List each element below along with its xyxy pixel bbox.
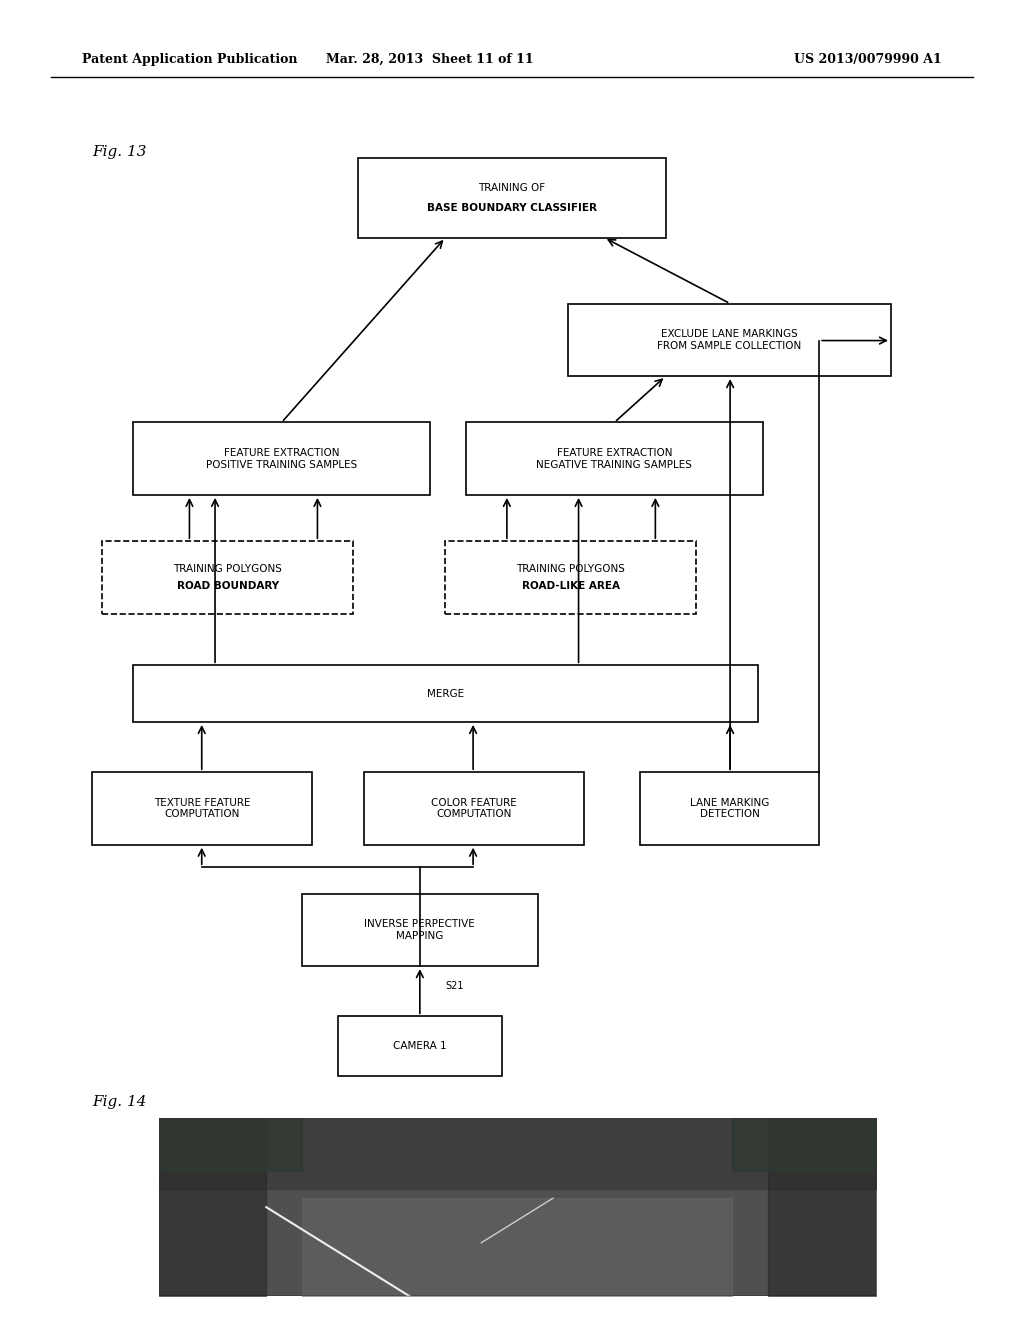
Text: BASE BOUNDARY CLASSIFIER: BASE BOUNDARY CLASSIFIER bbox=[427, 202, 597, 213]
FancyBboxPatch shape bbox=[364, 772, 584, 845]
FancyBboxPatch shape bbox=[338, 1016, 502, 1076]
FancyBboxPatch shape bbox=[568, 304, 891, 376]
Text: ROAD-LIKE AREA: ROAD-LIKE AREA bbox=[522, 581, 620, 591]
Text: MERGE: MERGE bbox=[427, 689, 464, 698]
Text: US 2013/0079990 A1: US 2013/0079990 A1 bbox=[795, 53, 942, 66]
Text: TRAINING POLYGONS: TRAINING POLYGONS bbox=[516, 564, 626, 574]
FancyBboxPatch shape bbox=[92, 772, 312, 845]
Text: FEATURE EXTRACTION
NEGATIVE TRAINING SAMPLES: FEATURE EXTRACTION NEGATIVE TRAINING SAM… bbox=[537, 447, 692, 470]
Text: Mar. 28, 2013  Sheet 11 of 11: Mar. 28, 2013 Sheet 11 of 11 bbox=[327, 53, 534, 66]
Text: TRAINING POLYGONS: TRAINING POLYGONS bbox=[173, 564, 283, 574]
FancyBboxPatch shape bbox=[133, 422, 430, 495]
Text: Patent Application Publication: Patent Application Publication bbox=[82, 53, 297, 66]
Text: S21: S21 bbox=[445, 981, 464, 991]
Text: FEATURE EXTRACTION
POSITIVE TRAINING SAMPLES: FEATURE EXTRACTION POSITIVE TRAINING SAM… bbox=[206, 447, 357, 470]
Text: LANE MARKING
DETECTION: LANE MARKING DETECTION bbox=[690, 797, 769, 820]
Text: EXCLUDE LANE MARKINGS
FROM SAMPLE COLLECTION: EXCLUDE LANE MARKINGS FROM SAMPLE COLLEC… bbox=[657, 329, 802, 351]
Text: TEXTURE FEATURE
COMPUTATION: TEXTURE FEATURE COMPUTATION bbox=[154, 797, 251, 820]
FancyBboxPatch shape bbox=[466, 422, 763, 495]
Text: CAMERA 1: CAMERA 1 bbox=[393, 1041, 446, 1051]
Text: TRAINING OF: TRAINING OF bbox=[478, 183, 546, 194]
FancyBboxPatch shape bbox=[102, 541, 353, 614]
FancyBboxPatch shape bbox=[302, 894, 538, 966]
Text: Fig. 13: Fig. 13 bbox=[92, 145, 146, 158]
Text: COLOR FEATURE
COMPUTATION: COLOR FEATURE COMPUTATION bbox=[431, 797, 516, 820]
Text: Fig. 14: Fig. 14 bbox=[92, 1096, 146, 1109]
FancyBboxPatch shape bbox=[640, 772, 819, 845]
Text: INVERSE PERPECTIVE
MAPPING: INVERSE PERPECTIVE MAPPING bbox=[365, 919, 475, 941]
Text: ROAD BOUNDARY: ROAD BOUNDARY bbox=[177, 581, 279, 591]
FancyBboxPatch shape bbox=[445, 541, 696, 614]
FancyBboxPatch shape bbox=[358, 158, 666, 238]
FancyBboxPatch shape bbox=[133, 665, 758, 722]
